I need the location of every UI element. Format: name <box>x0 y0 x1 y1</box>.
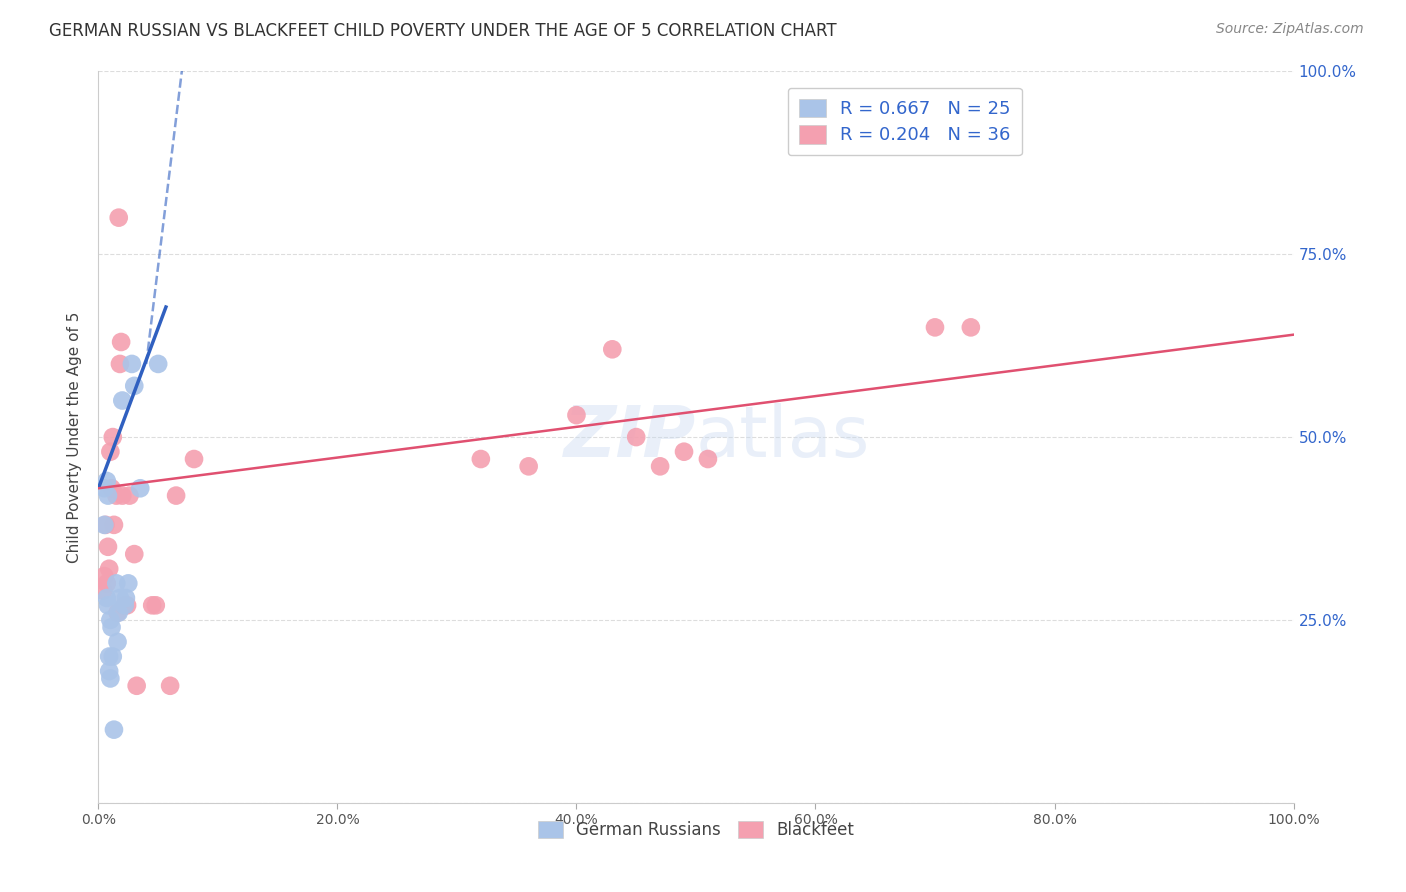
Point <box>924 320 946 334</box>
Point <box>470 452 492 467</box>
Point <box>108 591 131 605</box>
Point <box>141 599 163 613</box>
Point <box>697 452 720 467</box>
Point <box>97 540 120 554</box>
Point <box>165 489 187 503</box>
Point <box>107 606 129 620</box>
Point <box>97 489 120 503</box>
Point <box>93 481 115 495</box>
Point <box>114 599 136 613</box>
Point <box>114 599 136 613</box>
Point <box>98 562 121 576</box>
Point <box>517 459 540 474</box>
Point <box>960 320 983 334</box>
Point <box>98 664 121 678</box>
Point <box>111 489 134 503</box>
Point <box>100 481 122 495</box>
Point <box>117 576 139 591</box>
Text: ZIP: ZIP <box>564 402 696 472</box>
Legend: German Russians, Blackfeet: German Russians, Blackfeet <box>531 814 860 846</box>
Point <box>602 343 624 357</box>
Point <box>94 517 117 532</box>
Point <box>648 459 672 474</box>
Point <box>98 444 122 458</box>
Point <box>101 430 124 444</box>
Point <box>115 591 138 605</box>
Point <box>129 481 152 495</box>
Point <box>108 357 131 371</box>
Point <box>96 576 118 591</box>
Point <box>148 357 170 371</box>
Point <box>107 211 129 225</box>
Y-axis label: Child Poverty Under the Age of 5: Child Poverty Under the Age of 5 <box>67 311 83 563</box>
Point <box>93 569 115 583</box>
Point <box>565 408 588 422</box>
Point <box>98 613 122 627</box>
Point <box>105 576 128 591</box>
Point <box>103 723 125 737</box>
Point <box>110 334 132 349</box>
Text: atlas: atlas <box>696 402 870 472</box>
Point <box>93 517 115 532</box>
Point <box>100 620 122 634</box>
Point <box>98 649 121 664</box>
Point <box>105 489 128 503</box>
Point <box>183 452 205 467</box>
Point <box>107 606 129 620</box>
Point <box>673 444 696 458</box>
Point <box>115 599 138 613</box>
Point <box>124 547 146 561</box>
Point <box>111 393 134 408</box>
Point <box>103 517 125 532</box>
Point <box>159 679 181 693</box>
Point <box>91 583 114 598</box>
Point <box>101 649 124 664</box>
Point <box>125 679 148 693</box>
Text: Source: ZipAtlas.com: Source: ZipAtlas.com <box>1216 22 1364 37</box>
Point <box>96 474 118 488</box>
Point <box>107 635 129 649</box>
Point <box>98 672 122 686</box>
Text: GERMAN RUSSIAN VS BLACKFEET CHILD POVERTY UNDER THE AGE OF 5 CORRELATION CHART: GERMAN RUSSIAN VS BLACKFEET CHILD POVERT… <box>49 22 837 40</box>
Point <box>121 357 143 371</box>
Point <box>96 591 118 605</box>
Point <box>118 489 141 503</box>
Point <box>626 430 648 444</box>
Point <box>124 379 146 393</box>
Point <box>97 599 120 613</box>
Point <box>145 599 167 613</box>
